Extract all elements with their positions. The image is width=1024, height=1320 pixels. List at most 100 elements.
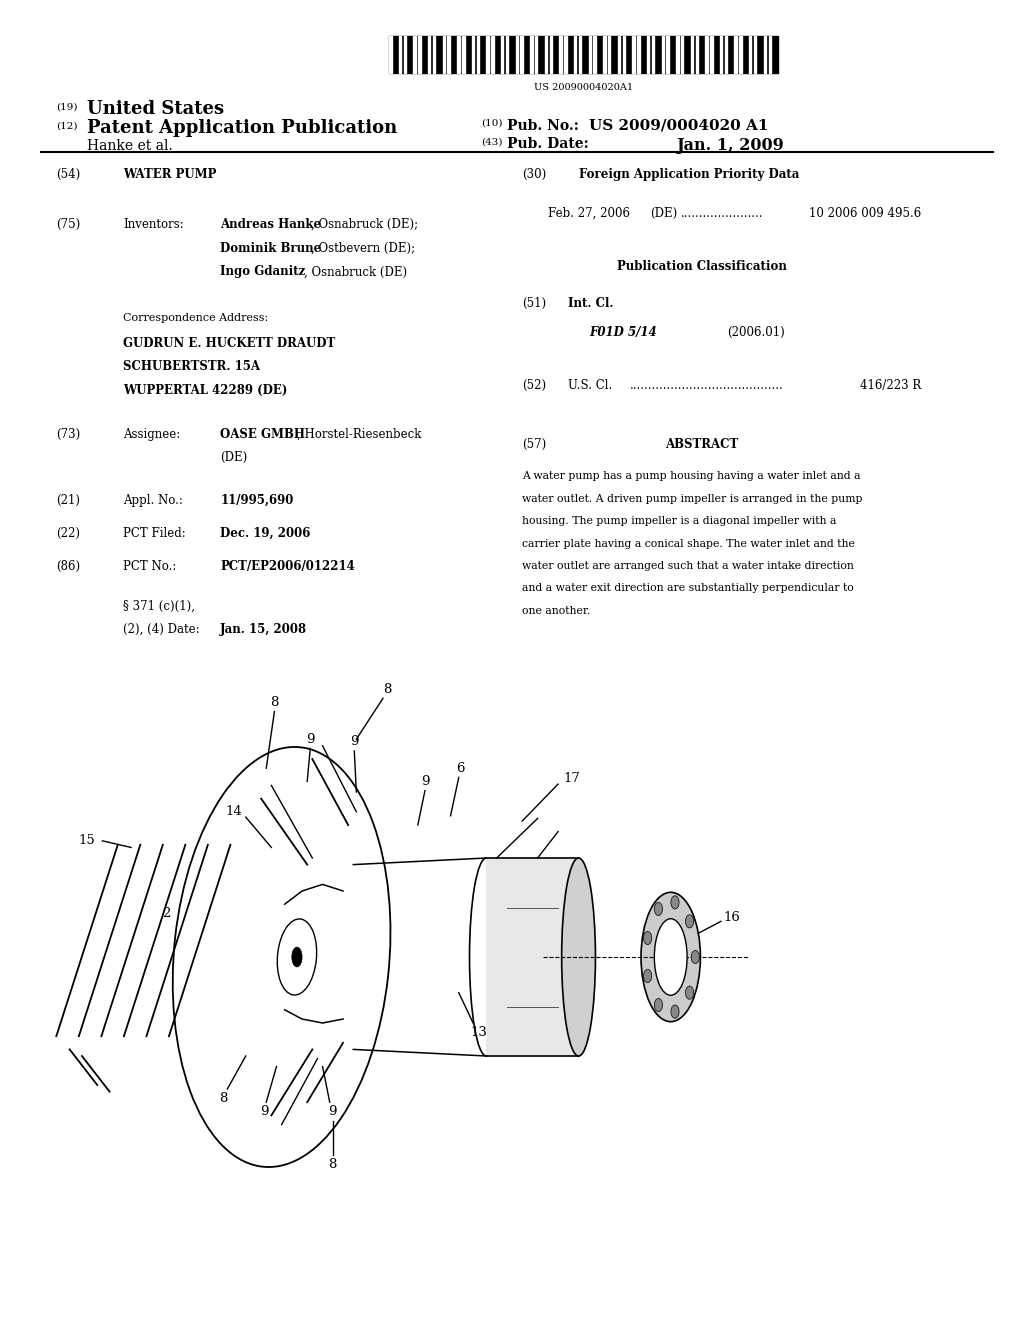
Bar	[711, 36, 713, 73]
Ellipse shape	[278, 919, 316, 995]
Text: 9: 9	[421, 775, 429, 788]
Text: (73): (73)	[56, 428, 81, 441]
Bar	[647, 36, 649, 73]
Text: .........................................: ........................................…	[630, 379, 783, 392]
Text: ABSTRACT: ABSTRACT	[665, 438, 738, 451]
Ellipse shape	[292, 948, 302, 966]
Bar	[706, 36, 708, 73]
Ellipse shape	[685, 986, 693, 999]
Text: 2: 2	[162, 907, 170, 920]
Text: SCHUBERTSTR. 15A: SCHUBERTSTR. 15A	[123, 360, 260, 374]
Text: U.S. Cl.: U.S. Cl.	[568, 379, 612, 392]
Text: Correspondence Address:: Correspondence Address:	[123, 313, 268, 323]
Text: (22): (22)	[56, 527, 80, 540]
Bar	[442, 36, 445, 73]
Bar	[690, 36, 693, 73]
Bar	[535, 36, 538, 73]
Bar	[754, 36, 757, 73]
Text: water outlet. A driven pump impeller is arranged in the pump: water outlet. A driven pump impeller is …	[522, 494, 863, 504]
Text: one another.: one another.	[522, 606, 591, 616]
Ellipse shape	[654, 919, 687, 995]
Text: WATER PUMP: WATER PUMP	[123, 168, 216, 181]
Bar	[433, 36, 435, 73]
Text: Hanke et al.: Hanke et al.	[87, 139, 173, 153]
Text: Publication Classification: Publication Classification	[616, 260, 786, 273]
Bar	[734, 36, 737, 73]
Text: (DE): (DE)	[220, 451, 248, 465]
Bar	[506, 36, 508, 73]
Text: (30): (30)	[522, 168, 547, 181]
Bar	[739, 36, 741, 73]
Bar	[637, 36, 640, 73]
Bar	[419, 36, 421, 73]
Bar	[676, 36, 679, 73]
Text: (12): (12)	[56, 121, 78, 131]
Text: (75): (75)	[56, 218, 81, 231]
Bar	[720, 36, 722, 73]
Text: Jan. 1, 2009: Jan. 1, 2009	[676, 137, 783, 154]
Text: Inventors:: Inventors:	[123, 218, 183, 231]
Bar	[768, 36, 771, 73]
Text: PCT No.:: PCT No.:	[123, 560, 176, 573]
Bar	[617, 36, 621, 73]
Text: Dec. 19, 2006: Dec. 19, 2006	[220, 527, 310, 540]
Text: 8: 8	[219, 1092, 227, 1105]
Text: (43): (43)	[481, 137, 503, 147]
Text: (21): (21)	[56, 494, 80, 507]
Text: 6: 6	[457, 762, 465, 775]
Bar	[695, 36, 698, 73]
Bar	[623, 36, 625, 73]
Text: United States: United States	[87, 100, 224, 119]
Bar	[579, 36, 582, 73]
Text: Jan. 15, 2008: Jan. 15, 2008	[220, 623, 307, 636]
Ellipse shape	[641, 892, 700, 1022]
Text: (2), (4) Date:: (2), (4) Date:	[123, 623, 200, 636]
Text: 8: 8	[329, 1158, 337, 1171]
Text: (2006.01): (2006.01)	[727, 326, 784, 339]
Bar	[447, 36, 450, 73]
Text: 16: 16	[724, 911, 740, 924]
Ellipse shape	[561, 858, 595, 1056]
Bar	[667, 36, 669, 73]
Ellipse shape	[671, 1005, 679, 1018]
Bar	[457, 36, 460, 73]
Bar	[399, 36, 401, 73]
Bar	[462, 36, 465, 73]
Bar	[559, 36, 562, 73]
Bar	[750, 36, 752, 73]
Ellipse shape	[691, 950, 699, 964]
Ellipse shape	[671, 896, 679, 909]
Bar	[472, 36, 474, 73]
Ellipse shape	[643, 932, 651, 945]
Text: (86): (86)	[56, 560, 81, 573]
Bar	[501, 36, 504, 73]
Bar	[550, 36, 552, 73]
Ellipse shape	[654, 998, 663, 1011]
Bar	[725, 36, 727, 73]
Text: 13: 13	[471, 1026, 487, 1039]
Text: § 371 (c)(1),: § 371 (c)(1),	[123, 599, 195, 612]
Text: Foreign Application Priority Data: Foreign Application Priority Data	[579, 168, 799, 181]
Text: carrier plate having a conical shape. The water inlet and the: carrier plate having a conical shape. Th…	[522, 539, 855, 549]
Text: housing. The pump impeller is a diagonal impeller with a: housing. The pump impeller is a diagonal…	[522, 516, 837, 527]
Bar	[477, 36, 479, 73]
Ellipse shape	[643, 969, 651, 982]
Text: 11/995,690: 11/995,690	[220, 494, 294, 507]
Text: PCT Filed:: PCT Filed:	[123, 527, 185, 540]
Text: , Osnabruck (DE);: , Osnabruck (DE);	[310, 218, 418, 231]
Text: 416/223 R: 416/223 R	[860, 379, 922, 392]
Bar	[632, 36, 635, 73]
Text: 15: 15	[79, 834, 95, 847]
Text: and a water exit direction are substantially perpendicular to: and a water exit direction are substanti…	[522, 583, 854, 594]
Text: (52): (52)	[522, 379, 547, 392]
Bar	[564, 36, 566, 73]
Text: (57): (57)	[522, 438, 547, 451]
Bar	[545, 36, 547, 73]
Bar	[594, 36, 596, 73]
Text: 8: 8	[270, 696, 279, 709]
Bar	[764, 36, 766, 73]
Text: (19): (19)	[56, 103, 78, 112]
Text: , Osnabruck (DE): , Osnabruck (DE)	[304, 265, 407, 279]
Text: 17: 17	[563, 772, 580, 785]
Text: 9: 9	[260, 1105, 268, 1118]
